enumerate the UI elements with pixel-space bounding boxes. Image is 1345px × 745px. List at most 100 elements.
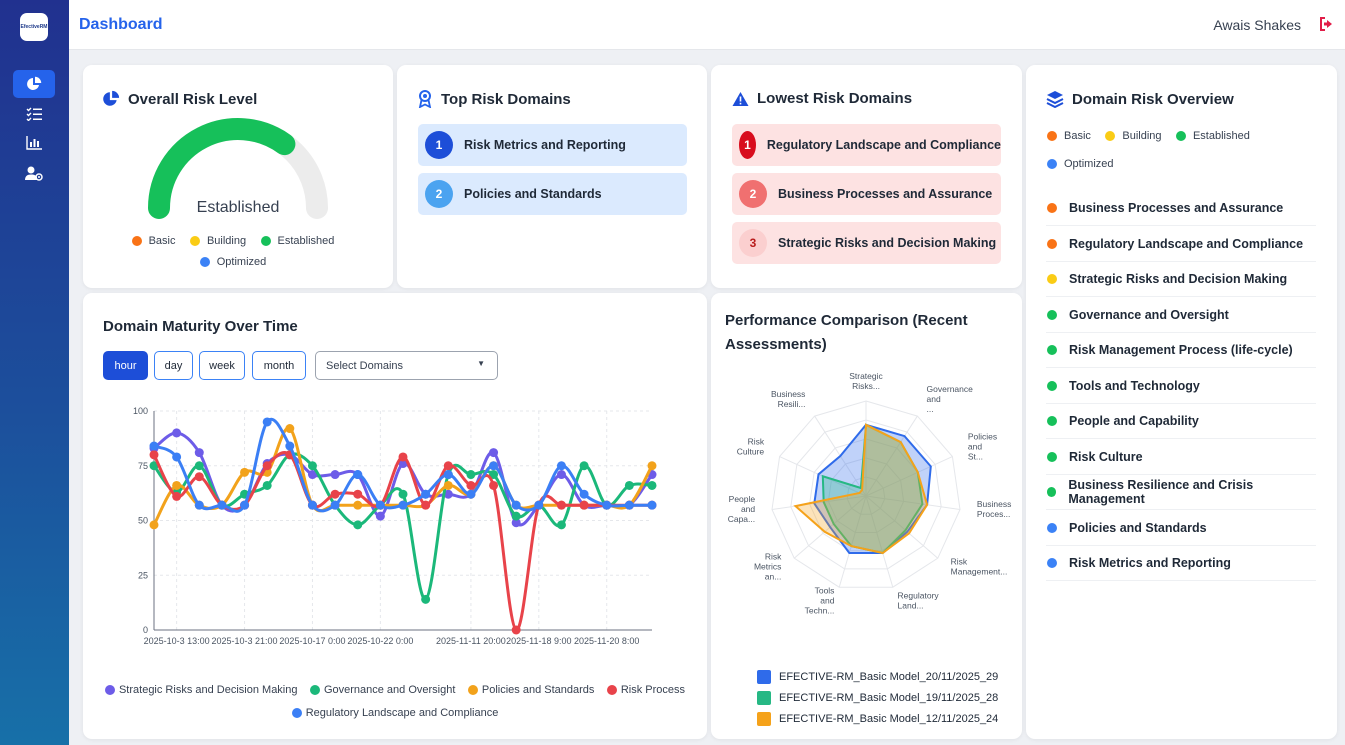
- radar-axis-label: Business Resili...: [771, 389, 806, 409]
- domain-item[interactable]: Strategic Risks and Decision Making: [1046, 262, 1316, 297]
- data-point: [307, 500, 317, 510]
- legend-policies[interactable]: Policies and Standards: [467, 684, 594, 696]
- legend-established: Established: [260, 235, 334, 247]
- radar-spoke: [865, 495, 961, 511]
- sidebar-item-assessments[interactable]: [13, 100, 55, 128]
- award-icon: [418, 90, 432, 108]
- radar-axis-label: People and Capa...: [728, 494, 756, 524]
- gauge-legend: Basic Building Established: [83, 233, 393, 251]
- hour-button[interactable]: hour: [103, 351, 148, 380]
- data-point: [149, 450, 159, 460]
- legend-swatch: [757, 669, 771, 684]
- domain-label: Risk Culture: [1069, 449, 1143, 464]
- data-point: [579, 461, 589, 471]
- legend-dot: [104, 685, 115, 695]
- data-point: [217, 500, 227, 510]
- domain-item[interactable]: Governance and Oversight: [1046, 298, 1316, 333]
- sidebar-item-reports[interactable]: [13, 129, 55, 157]
- radar-legend-item[interactable]: EFECTIVE-RM_Basic Model_19/11/2025_28: [757, 687, 998, 708]
- domain-label: Strategic Risks and Decision Making: [778, 236, 997, 250]
- legend-dot: [606, 685, 617, 695]
- radar-axis-label: Regulatory Land...: [898, 590, 940, 610]
- logout-button[interactable]: [1319, 16, 1335, 37]
- data-point: [556, 461, 566, 471]
- legend-basic: Basic: [1047, 130, 1091, 142]
- radar-legend-item[interactable]: EFECTIVE-RM_Basic Model_12/11/2025_24: [757, 708, 998, 729]
- y-tick-label: 50: [138, 516, 148, 526]
- domain-label: Business Resilience and Crisis Managemen…: [1068, 478, 1254, 506]
- overall-risk-title: Overall Risk Level: [128, 90, 258, 108]
- legend-risk-process[interactable]: Risk Process: [606, 684, 685, 696]
- legend-dot: [291, 708, 302, 718]
- building-dot: [189, 236, 200, 246]
- domain-item[interactable]: Policies and Standards: [1046, 511, 1316, 546]
- domain-item[interactable]: Business Resilience and Crisis Managemen…: [1046, 475, 1316, 510]
- bar-chart-icon: [26, 136, 42, 150]
- data-point: [262, 461, 272, 471]
- y-tick-label: 75: [138, 461, 148, 471]
- established-dot: [1047, 309, 1057, 320]
- y-tick-label: 0: [143, 625, 148, 635]
- lowest-risk-item[interactable]: 3 Strategic Risks and Decision Making: [732, 222, 1001, 264]
- data-point: [240, 500, 250, 510]
- data-point: [489, 461, 499, 471]
- legend-governance[interactable]: Governance and Oversight: [309, 684, 455, 696]
- established-dot: [1047, 416, 1057, 426]
- radar-spoke: [838, 495, 867, 588]
- performance-title: Performance Comparison (Recent Assessmen…: [725, 312, 968, 353]
- data-point: [330, 470, 340, 480]
- top-risk-item[interactable]: 2 Policies and Standards: [418, 173, 687, 215]
- x-tick-label: 2025-11-20 8:00: [574, 636, 639, 646]
- optimized-dot: [199, 257, 210, 267]
- domain-item[interactable]: People and Capability: [1046, 404, 1316, 439]
- warning-icon: [732, 91, 749, 106]
- domain-item[interactable]: Risk Metrics and Reporting: [1046, 546, 1316, 581]
- series-line: [152, 452, 653, 601]
- domain-select[interactable]: Select Domains ▼: [315, 351, 498, 380]
- rank-badge: 2: [739, 180, 767, 208]
- basic-dot: [131, 236, 142, 246]
- month-button[interactable]: month: [252, 351, 306, 380]
- data-point: [149, 461, 159, 471]
- sidebar-item-users[interactable]: [13, 159, 55, 187]
- user-name[interactable]: Awais Shakes: [1213, 17, 1301, 33]
- data-point: [353, 500, 363, 510]
- performance-card: Performance Comparison (Recent Assessmen…: [711, 293, 1022, 739]
- data-point: [353, 520, 363, 530]
- domain-item[interactable]: Regulatory Landscape and Compliance: [1046, 227, 1316, 262]
- data-point: [556, 500, 566, 510]
- data-point: [330, 500, 340, 510]
- gauge-fill: [148, 118, 296, 219]
- page-title: Dashboard: [79, 16, 163, 33]
- data-point: [262, 480, 272, 490]
- day-button[interactable]: day: [154, 351, 193, 380]
- data-point: [511, 511, 521, 521]
- building-dot: [1105, 131, 1116, 141]
- domain-label: Policies and Standards: [464, 187, 602, 201]
- legend-regulatory[interactable]: Regulatory Landscape and Compliance: [291, 707, 498, 719]
- data-point: [556, 470, 566, 480]
- legend-strategic[interactable]: Strategic Risks and Decision Making: [104, 684, 298, 696]
- established-dot: [1047, 487, 1057, 497]
- week-button[interactable]: week: [199, 351, 245, 380]
- domain-item[interactable]: Business Processes and Assurance: [1046, 191, 1316, 226]
- data-point: [172, 491, 182, 501]
- basic-dot: [1047, 203, 1057, 213]
- radar-legend-item[interactable]: EFECTIVE-RM_Basic Model_20/11/2025_29: [757, 666, 998, 687]
- domain-item[interactable]: Risk Management Process (life-cycle): [1046, 333, 1316, 368]
- domain-item[interactable]: Risk Culture: [1046, 440, 1316, 475]
- lowest-risk-item[interactable]: 2 Business Processes and Assurance: [732, 173, 1001, 215]
- domain-label: Regulatory Landscape and Compliance: [1069, 236, 1304, 251]
- pie-chart-icon: [27, 76, 42, 90]
- lowest-risk-item[interactable]: 1 Regulatory Landscape and Compliance: [732, 124, 1001, 166]
- domain-item[interactable]: Tools and Technology: [1046, 369, 1316, 404]
- x-tick-label: 2025-10-3 13:00: [144, 636, 210, 646]
- data-point: [534, 500, 544, 510]
- x-tick-label: 2025-11-18 9:00: [506, 636, 571, 646]
- top-risk-item[interactable]: 1 Risk Metrics and Reporting: [418, 124, 687, 166]
- sidebar-item-dashboard[interactable]: [13, 70, 55, 98]
- data-point: [647, 480, 657, 490]
- radar-legend: EFECTIVE-RM_Basic Model_20/11/2025_29 EFE…: [757, 666, 998, 729]
- app-logo[interactable]: EfectiveRM: [20, 13, 48, 41]
- data-point: [353, 489, 363, 499]
